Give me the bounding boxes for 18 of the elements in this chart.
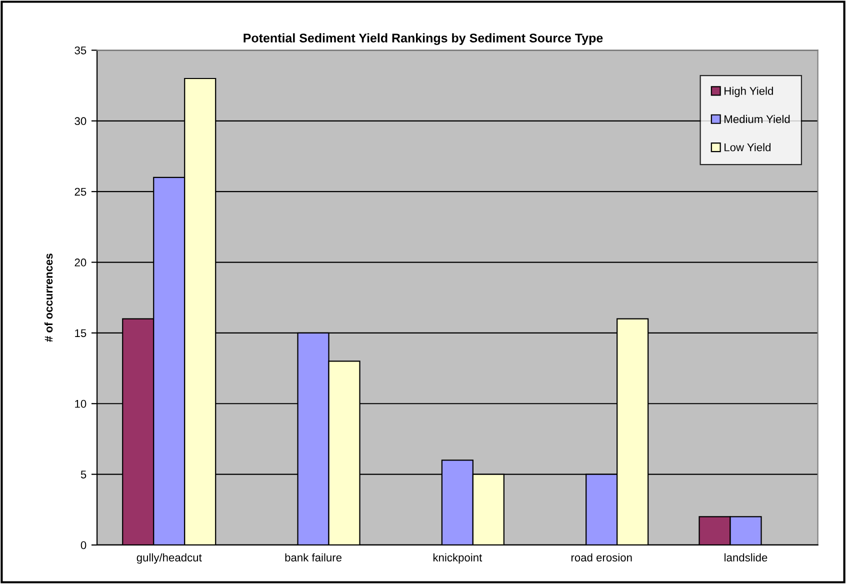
- y-tick-label: 15: [75, 329, 86, 338]
- y-tick-label: 35: [74, 46, 86, 54]
- x-tick-label: gully/headcut: [136, 553, 202, 564]
- y-tick-label: 5: [80, 470, 86, 478]
- legend-label: High Yield: [724, 86, 773, 98]
- legend-label: Low Yield: [724, 143, 770, 152]
- y-tick-label: 30: [74, 117, 86, 126]
- y-tick-label: 25: [74, 188, 86, 196]
- x-tick-label: landslide: [724, 553, 768, 562]
- y-axis-title: # of occurrences: [44, 254, 53, 342]
- y-tick-label: 10: [75, 400, 86, 408]
- y-tick-label: 20: [74, 258, 86, 266]
- chart-title: Potential Sediment Yield Rankings by Sediment Source Type: [244, 33, 603, 45]
- y-tick-label: 0: [80, 541, 86, 550]
- x-tick-label: knickpoint: [433, 553, 482, 564]
- x-tick-label: road erosion: [571, 553, 632, 562]
- x-tick-label: bank failure: [285, 553, 342, 562]
- legend-label: Medium Yield: [724, 114, 790, 124]
